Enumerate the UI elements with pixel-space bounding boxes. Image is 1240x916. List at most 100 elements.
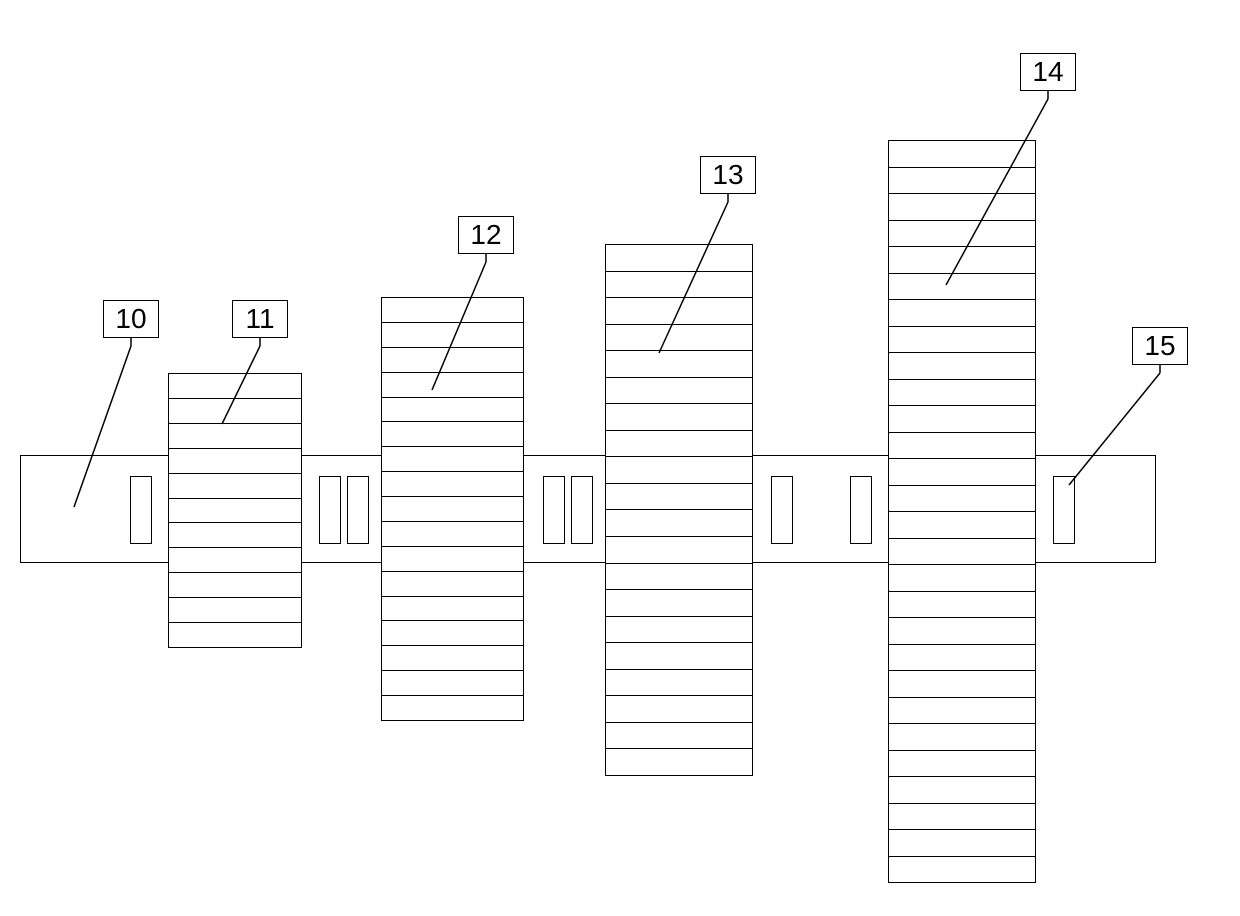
label-11-text: 11 xyxy=(245,303,274,335)
gear-tooth xyxy=(606,723,752,750)
label-15-text: 15 xyxy=(1144,330,1175,362)
gear-tooth xyxy=(889,353,1035,380)
gear-tooth xyxy=(606,537,752,564)
gear-13 xyxy=(605,244,753,776)
label-14-text: 14 xyxy=(1032,56,1063,88)
gear-tooth xyxy=(169,573,301,598)
gear-tooth xyxy=(606,272,752,299)
gear-tooth xyxy=(889,141,1035,168)
gear-tooth xyxy=(889,751,1035,778)
gear-tooth xyxy=(889,221,1035,248)
gear-tooth xyxy=(382,323,523,348)
gear-tooth xyxy=(606,378,752,405)
gear-tooth xyxy=(889,380,1035,407)
gear-tooth xyxy=(889,406,1035,433)
shaft-slot xyxy=(543,476,565,544)
gear-tooth xyxy=(169,548,301,573)
gear-tooth xyxy=(382,547,523,572)
gear-tooth xyxy=(606,457,752,484)
gear-tooth xyxy=(606,298,752,325)
shaft-slot xyxy=(771,476,793,544)
gear-tooth xyxy=(889,830,1035,857)
gear-tooth xyxy=(169,474,301,499)
gear-tooth xyxy=(889,698,1035,725)
gear-tooth xyxy=(606,325,752,352)
label-10-text: 10 xyxy=(115,303,146,335)
label-14: 14 xyxy=(1020,53,1076,91)
gear-tooth xyxy=(169,499,301,524)
gear-tooth xyxy=(889,300,1035,327)
gear-14 xyxy=(888,140,1036,883)
gear-tooth xyxy=(169,399,301,424)
gear-11 xyxy=(168,373,302,648)
shaft-slot xyxy=(1053,476,1075,544)
gear-tooth xyxy=(889,486,1035,513)
label-12: 12 xyxy=(458,216,514,254)
gear-tooth xyxy=(382,497,523,522)
gear-tooth xyxy=(606,749,752,775)
label-15: 15 xyxy=(1132,327,1188,365)
gear-tooth xyxy=(889,539,1035,566)
gear-tooth xyxy=(169,523,301,548)
shaft-slot xyxy=(850,476,872,544)
gear-tooth xyxy=(606,431,752,458)
gear-tooth xyxy=(382,671,523,696)
gear-tooth xyxy=(606,643,752,670)
gear-tooth xyxy=(889,565,1035,592)
gear-tooth xyxy=(889,168,1035,195)
gear-tooth xyxy=(606,484,752,511)
gear-tooth xyxy=(889,804,1035,831)
gear-tooth xyxy=(606,670,752,697)
gear-tooth xyxy=(606,510,752,537)
label-12-text: 12 xyxy=(470,219,501,251)
label-11: 11 xyxy=(232,300,288,338)
gear-tooth xyxy=(382,522,523,547)
gear-tooth xyxy=(889,247,1035,274)
gear-tooth xyxy=(382,398,523,423)
gear-12 xyxy=(381,297,524,721)
gear-tooth xyxy=(169,374,301,399)
gear-tooth xyxy=(382,472,523,497)
gear-tooth xyxy=(889,592,1035,619)
gear-tooth xyxy=(169,623,301,647)
gear-tooth xyxy=(606,404,752,431)
gear-tooth xyxy=(382,348,523,373)
gear-tooth xyxy=(889,459,1035,486)
gear-tooth xyxy=(606,590,752,617)
gear-tooth xyxy=(382,621,523,646)
gear-tooth xyxy=(889,327,1035,354)
gear-tooth xyxy=(889,645,1035,672)
shaft-slot xyxy=(319,476,341,544)
label-13-text: 13 xyxy=(712,159,743,191)
gear-tooth xyxy=(382,298,523,323)
gear-tooth xyxy=(382,646,523,671)
gear-tooth xyxy=(889,671,1035,698)
gear-tooth xyxy=(889,274,1035,301)
shaft-slot xyxy=(571,476,593,544)
gear-tooth xyxy=(606,351,752,378)
gear-tooth xyxy=(169,449,301,474)
gear-tooth xyxy=(889,194,1035,221)
label-13: 13 xyxy=(700,156,756,194)
gear-tooth xyxy=(889,724,1035,751)
gear-tooth xyxy=(889,433,1035,460)
shaft-slot xyxy=(130,476,152,544)
gear-tooth xyxy=(889,857,1035,883)
gear-tooth xyxy=(382,422,523,447)
gear-tooth xyxy=(606,564,752,591)
gear-tooth xyxy=(606,696,752,723)
shaft-slot xyxy=(347,476,369,544)
diagram-canvas: 10 11 12 13 14 15 xyxy=(0,0,1240,916)
label-10: 10 xyxy=(103,300,159,338)
gear-tooth xyxy=(382,597,523,622)
gear-tooth xyxy=(382,447,523,472)
gear-tooth xyxy=(889,512,1035,539)
gear-tooth xyxy=(382,373,523,398)
gear-tooth xyxy=(606,245,752,272)
gear-tooth xyxy=(382,572,523,597)
gear-tooth xyxy=(889,618,1035,645)
gear-tooth xyxy=(606,617,752,644)
gear-tooth xyxy=(169,598,301,623)
gear-tooth xyxy=(169,424,301,449)
gear-tooth xyxy=(889,777,1035,804)
